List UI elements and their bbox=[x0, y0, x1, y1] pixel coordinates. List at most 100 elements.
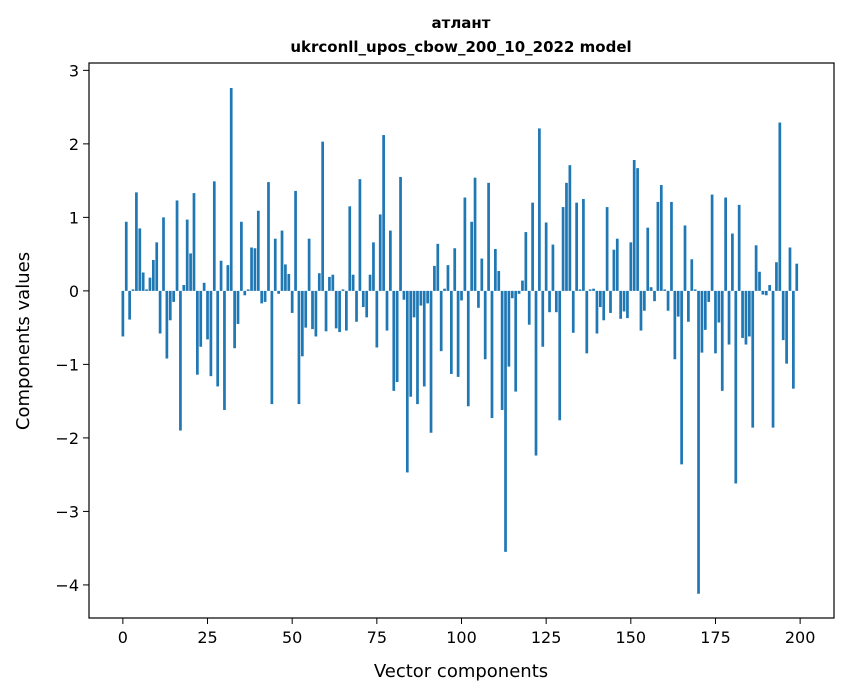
bar-154 bbox=[643, 290, 646, 311]
bar-70 bbox=[358, 179, 362, 291]
bar-18 bbox=[182, 285, 186, 291]
bar-197 bbox=[788, 247, 792, 291]
y-tick-label: −4 bbox=[55, 576, 79, 595]
bar-17 bbox=[179, 290, 182, 431]
bar-75 bbox=[375, 290, 379, 348]
bar-127 bbox=[551, 244, 555, 291]
bar-68 bbox=[351, 274, 355, 291]
bar-80 bbox=[392, 290, 396, 391]
bar-144 bbox=[609, 290, 612, 313]
bar-189 bbox=[761, 290, 765, 295]
bar-185 bbox=[747, 290, 751, 337]
bar-34 bbox=[236, 290, 240, 324]
bar-145 bbox=[612, 249, 616, 291]
bar-89 bbox=[422, 290, 426, 387]
bar-73 bbox=[368, 274, 372, 291]
bar-104 bbox=[473, 177, 477, 291]
bar-195 bbox=[781, 290, 785, 341]
bar-44 bbox=[270, 290, 274, 405]
y-tick-label: −3 bbox=[55, 502, 79, 521]
bar-56 bbox=[311, 290, 314, 330]
bar-16 bbox=[175, 200, 179, 291]
bar-54 bbox=[304, 290, 308, 328]
bar-170 bbox=[697, 290, 700, 594]
bar-25 bbox=[206, 290, 209, 340]
bar-74 bbox=[372, 242, 375, 291]
bar-156 bbox=[649, 287, 653, 291]
plot-frame bbox=[88, 62, 835, 619]
bar-126 bbox=[548, 290, 551, 313]
bar-38 bbox=[250, 247, 253, 291]
y-tick-label: −1 bbox=[55, 355, 79, 374]
bar-90 bbox=[426, 290, 429, 304]
bar-164 bbox=[676, 290, 680, 317]
bar-157 bbox=[653, 290, 656, 302]
bar-58 bbox=[317, 273, 321, 291]
bar-152 bbox=[636, 168, 639, 291]
bar-88 bbox=[419, 290, 423, 306]
x-axis-ticks: 0 25 50 75 100 125 150 175 200 bbox=[118, 618, 815, 647]
bar-33 bbox=[233, 290, 236, 349]
bar-14 bbox=[168, 290, 172, 321]
bar-112 bbox=[500, 290, 504, 410]
bar-78 bbox=[385, 290, 389, 331]
bar-71 bbox=[361, 290, 365, 308]
bar-107 bbox=[483, 290, 487, 360]
bar-93 bbox=[436, 243, 440, 291]
bar-158 bbox=[656, 201, 660, 291]
bar-12 bbox=[162, 217, 165, 291]
bar-136 bbox=[582, 198, 585, 291]
bar-198 bbox=[792, 290, 795, 389]
bar-187 bbox=[754, 245, 758, 291]
bar-115 bbox=[510, 290, 514, 299]
bar-92 bbox=[433, 265, 436, 291]
bar-132 bbox=[568, 165, 572, 291]
x-tick-label: 75 bbox=[367, 628, 387, 647]
bar-79 bbox=[389, 230, 392, 291]
x-tick-label: 100 bbox=[446, 628, 477, 647]
bar-19 bbox=[185, 219, 189, 291]
bar-59 bbox=[321, 141, 325, 291]
bar-64 bbox=[338, 290, 341, 333]
bar-133 bbox=[571, 290, 575, 333]
bar-63 bbox=[334, 290, 338, 329]
bar-28 bbox=[216, 290, 220, 387]
bar-91 bbox=[429, 290, 433, 433]
bar-36 bbox=[243, 290, 247, 296]
bar-193 bbox=[775, 262, 778, 291]
bar-124 bbox=[541, 290, 545, 347]
bar-190 bbox=[764, 290, 768, 296]
bar-183 bbox=[741, 290, 744, 338]
bar-67 bbox=[348, 206, 352, 291]
bar-117 bbox=[517, 290, 521, 294]
bar-165 bbox=[680, 290, 683, 465]
bar-125 bbox=[544, 222, 548, 291]
bar-174 bbox=[710, 194, 714, 291]
bar-122 bbox=[534, 290, 538, 456]
bar-128 bbox=[554, 290, 558, 313]
bar-150 bbox=[629, 242, 633, 291]
x-axis-label: Vector components bbox=[374, 661, 548, 682]
bar-32 bbox=[229, 87, 233, 291]
bar-35 bbox=[240, 221, 243, 291]
bar-55 bbox=[307, 238, 311, 291]
bar-166 bbox=[683, 225, 687, 291]
bar-175 bbox=[714, 290, 717, 354]
bar-151 bbox=[632, 160, 636, 291]
bar-83 bbox=[402, 290, 406, 300]
bar-173 bbox=[707, 290, 711, 302]
bar-191 bbox=[768, 285, 772, 291]
bar-113 bbox=[504, 290, 507, 552]
bar-143 bbox=[605, 207, 609, 291]
bar-43 bbox=[267, 182, 270, 291]
bar-21 bbox=[192, 193, 196, 291]
bar-181 bbox=[734, 290, 738, 484]
bar-8 bbox=[148, 277, 152, 291]
bar-30 bbox=[223, 290, 226, 410]
bar-57 bbox=[314, 290, 318, 337]
bar-97 bbox=[449, 290, 453, 374]
bar-52 bbox=[297, 290, 301, 405]
bar-130 bbox=[561, 207, 565, 291]
bar-99 bbox=[456, 290, 460, 377]
